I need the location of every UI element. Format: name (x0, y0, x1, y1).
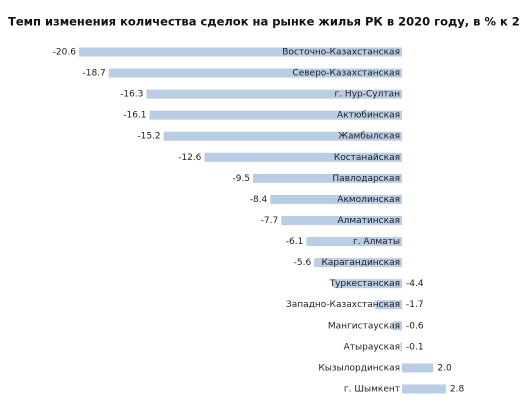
category-label: г. Нур-Султан (334, 90, 400, 100)
bar (281, 215, 402, 225)
value-label: -7.7 (261, 216, 279, 226)
bar (333, 279, 402, 289)
category-label: Атырауская (344, 342, 400, 352)
value-label: -0.6 (406, 321, 424, 331)
category-label: Костанайская (334, 153, 400, 163)
value-label: -16.3 (120, 90, 143, 100)
value-label: -16.1 (123, 111, 146, 121)
category-label: г. Шымкент (344, 384, 400, 394)
bar (375, 300, 402, 310)
bar (149, 110, 402, 120)
value-label: -12.6 (178, 153, 202, 163)
value-label: -0.1 (406, 342, 424, 352)
bar (400, 342, 402, 352)
value-label: -8.4 (250, 195, 268, 205)
category-label: Западно-Казахстанская (286, 300, 400, 310)
bar (402, 384, 446, 394)
value-label: -4.4 (406, 279, 424, 289)
bar (163, 131, 402, 141)
bar (392, 321, 402, 331)
category-label: Жамбылская (338, 132, 400, 142)
value-label: -9.5 (232, 174, 250, 184)
value-label: -18.7 (82, 69, 105, 79)
value-label: 2.0 (437, 363, 452, 373)
value-label: 2.8 (450, 384, 465, 394)
bar (306, 237, 402, 247)
bar (314, 258, 402, 268)
value-label: -1.7 (406, 300, 424, 310)
value-label: -6.1 (286, 237, 304, 247)
category-label: Восточно-Казахстанская (282, 48, 400, 58)
category-label: Карагандинская (321, 258, 400, 268)
category-label: Павлодарская (332, 174, 400, 184)
bar (270, 194, 402, 204)
category-label: г. Алматы (353, 237, 400, 247)
bar (78, 47, 402, 57)
value-label: -15.2 (137, 132, 160, 142)
bar (402, 363, 434, 373)
category-label: Мангистауская (328, 321, 400, 331)
category-label: Актюбинская (337, 111, 400, 121)
bar (253, 173, 402, 183)
value-label: -20.6 (53, 48, 77, 58)
bar (204, 152, 402, 162)
category-label: Кызылординская (318, 363, 400, 373)
category-label: Туркестанская (329, 279, 400, 289)
category-label: Алматинская (337, 216, 400, 226)
chart-title: Темп изменения количества сделок на рынк… (8, 15, 520, 29)
value-label: -5.6 (294, 258, 312, 268)
category-label: Акмолинская (337, 195, 400, 205)
bar (108, 68, 402, 78)
category-label: Северо-Казахстанская (292, 69, 400, 79)
bar (146, 89, 402, 99)
